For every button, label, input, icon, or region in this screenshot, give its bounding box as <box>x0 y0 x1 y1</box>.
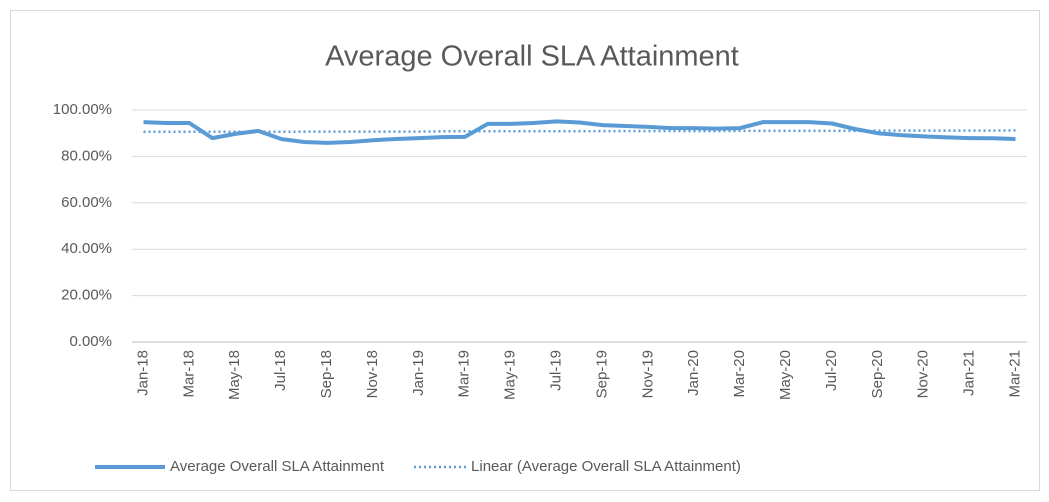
x-tick-label: Jul-19 <box>548 350 565 391</box>
y-tick-label: 20.00% <box>61 287 112 304</box>
x-tick-label: Jul-18 <box>272 350 289 391</box>
x-tick-label: May-19 <box>502 350 519 400</box>
x-tick-label: Jan-20 <box>685 350 702 396</box>
y-tick-label: 80.00% <box>61 147 112 164</box>
x-tick-label: Mar-20 <box>731 350 748 398</box>
x-tick-label: Sep-20 <box>869 350 886 398</box>
x-tick-label: Sep-18 <box>318 350 335 398</box>
x-tick-label: Nov-20 <box>915 350 932 398</box>
chart-title: Average Overall SLA Attainment <box>325 41 739 73</box>
x-tick-label: Jan-21 <box>961 350 978 396</box>
x-tick-label: Mar-18 <box>180 350 197 398</box>
x-tick-label: Nov-18 <box>364 350 381 398</box>
y-tick-label: 100.00% <box>53 101 112 118</box>
x-tick-label: Mar-21 <box>1006 350 1023 398</box>
x-tick-label: May-18 <box>226 350 243 400</box>
x-tick-label: Nov-19 <box>639 350 656 398</box>
x-tick-label: Jul-20 <box>823 350 840 391</box>
series-line <box>143 129 1016 134</box>
legend-label: Linear (Average Overall SLA Attainment) <box>471 458 741 475</box>
x-tick-label: Jan-19 <box>410 350 427 396</box>
x-tick-label: Mar-19 <box>456 350 473 398</box>
y-tick-label: 60.00% <box>61 194 112 211</box>
x-tick-label: Sep-19 <box>593 350 610 398</box>
y-tick-label: 0.00% <box>69 333 112 350</box>
x-tick-label: May-20 <box>777 350 794 400</box>
legend-label: Average Overall SLA Attainment <box>170 458 385 475</box>
chart-border <box>10 10 1040 491</box>
x-tick-label: Jan-18 <box>134 350 151 396</box>
y-tick-label: 40.00% <box>61 240 112 257</box>
